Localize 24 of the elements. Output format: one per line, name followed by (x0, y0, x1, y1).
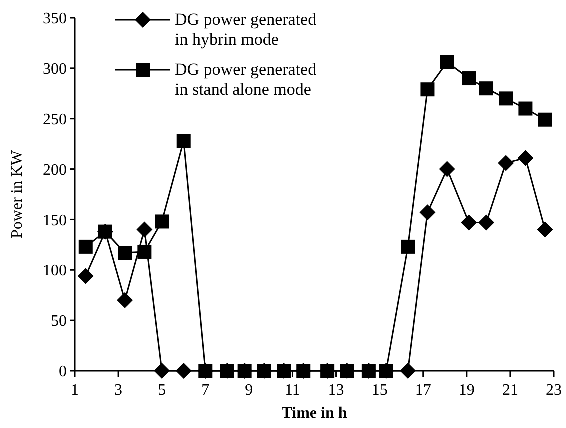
y-tick-label: 250 (43, 111, 67, 128)
y-tick-label: 0 (59, 364, 67, 381)
y-tick-label: 50 (51, 313, 67, 330)
x-tick-label: 17 (415, 382, 432, 399)
y-tick-label: 200 (43, 162, 67, 179)
x-tick-label: 13 (328, 382, 344, 399)
x-tick-label: 23 (546, 382, 562, 399)
x-tick-label: 19 (458, 382, 475, 399)
y-tick-label: 100 (43, 262, 67, 280)
y-tick-label: 300 (43, 61, 67, 78)
x-tick-label: 5 (158, 382, 166, 399)
x-tick-label: 9 (245, 382, 254, 399)
y-tick-label: 350 (43, 10, 67, 28)
x-axis-title: Time in h (282, 405, 348, 422)
y-axis-title: Power in KW (9, 150, 26, 238)
y-tick-label: 150 (43, 212, 67, 230)
x-tick-label: 1 (71, 382, 79, 399)
legend-label: DG power generated in hybrin mode (175, 10, 318, 49)
x-tick-label: 21 (502, 382, 518, 399)
x-tick-label: 15 (372, 382, 388, 399)
x-tick-label: 7 (202, 382, 210, 399)
x-tick-label: 3 (114, 382, 123, 399)
x-tick-label: 11 (285, 382, 300, 399)
legend-label: DG power generated in stand alone mode (175, 60, 318, 99)
